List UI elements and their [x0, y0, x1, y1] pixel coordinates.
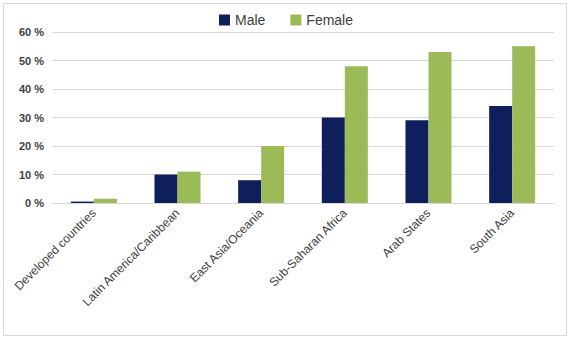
- svg-text:East Asia/Oceania: East Asia/Oceania: [187, 206, 266, 285]
- svg-text:30 %: 30 %: [19, 112, 44, 124]
- svg-text:10 %: 10 %: [19, 169, 44, 181]
- svg-text:20 %: 20 %: [19, 140, 44, 152]
- svg-text:South Asia: South Asia: [467, 206, 518, 257]
- svg-text:40 %: 40 %: [19, 83, 44, 95]
- svg-text:Latin America/Caribbean: Latin America/Caribbean: [80, 206, 183, 309]
- svg-text:Sub-Saharan Africa: Sub-Saharan Africa: [266, 206, 350, 290]
- svg-text:60 %: 60 %: [19, 26, 44, 38]
- svg-text:Male: Male: [235, 12, 266, 28]
- svg-text:Developed countries: Developed countries: [12, 206, 99, 293]
- svg-text:Female: Female: [306, 12, 353, 28]
- svg-text:Arab States: Arab States: [379, 206, 433, 260]
- svg-text:0 %: 0 %: [25, 197, 44, 209]
- svg-text:50 %: 50 %: [19, 55, 44, 67]
